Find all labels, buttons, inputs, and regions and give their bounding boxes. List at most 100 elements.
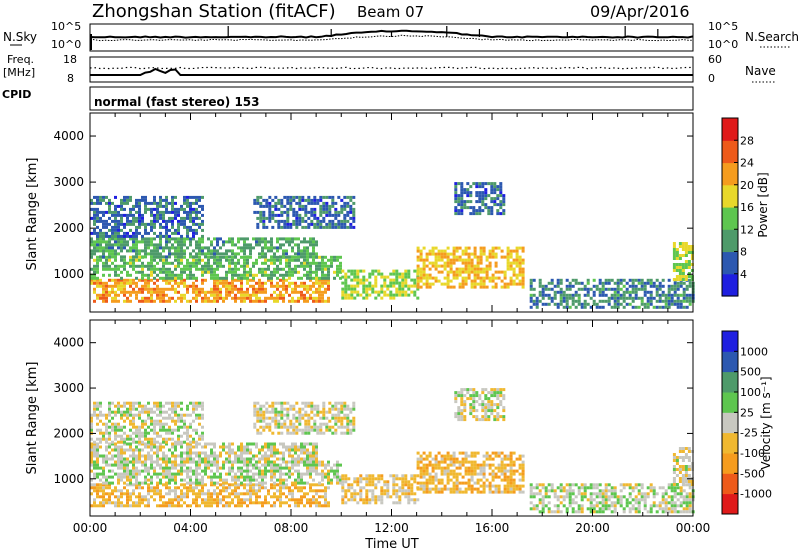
heatmap-cell: [574, 299, 578, 303]
heatmap-cell: [286, 425, 290, 429]
heatmap-cell: [186, 495, 189, 499]
heatmap-cell: [144, 466, 147, 470]
heatmap-cell: [344, 284, 348, 288]
heatmap-cell: [168, 273, 171, 277]
heatmap-cell: [289, 419, 293, 423]
heatmap-cell: [303, 273, 306, 277]
heatmap-cell: [349, 225, 353, 229]
heatmap-cell: [141, 454, 144, 458]
heatmap-cell: [491, 255, 495, 259]
heatmap-cell: [219, 264, 222, 268]
heatmap-cell: [162, 457, 165, 461]
heatmap-cell: [219, 252, 222, 256]
heatmap-cell: [628, 290, 632, 294]
heatmap-cell: [213, 299, 216, 303]
heatmap-cell: [90, 448, 93, 452]
heatmap-cell: [446, 487, 450, 491]
heatmap-cell: [649, 296, 653, 300]
heatmap-cell: [102, 267, 105, 271]
heatmap-cell: [315, 287, 318, 291]
heatmap-cell: [108, 419, 111, 423]
heatmap-cell: [484, 206, 488, 210]
heatmap-cell: [309, 243, 312, 247]
heatmap-cell: [276, 296, 279, 300]
heatmap-cell: [553, 284, 557, 288]
heatmap-cell: [303, 445, 306, 449]
heatmap-cell: [105, 264, 108, 268]
heatmap-cell: [99, 504, 102, 508]
heatmap-cell: [309, 276, 312, 280]
heatmap-cell: [285, 466, 288, 470]
heatmap-cell: [333, 258, 336, 262]
heatmap-cell: [231, 273, 234, 277]
heatmap-cell: [213, 454, 216, 458]
heatmap-cell: [183, 440, 186, 444]
heatmap-cell: [297, 258, 300, 262]
heatmap-cell: [478, 206, 482, 210]
heatmap-cell: [443, 487, 447, 491]
heatmap-cell: [580, 287, 584, 291]
heatmap-cell: [515, 255, 519, 259]
heatmap-cell: [280, 401, 284, 405]
heatmap-cell: [339, 478, 342, 482]
heatmap-cell: [304, 422, 308, 426]
heatmap-cell: [493, 185, 497, 189]
heatmap-cell: [327, 504, 330, 508]
heatmap-cell: [105, 234, 108, 238]
heatmap-cell: [189, 489, 192, 493]
heatmap-cell: [337, 401, 341, 405]
heatmap-cell: [282, 486, 285, 490]
heatmap-cell: [204, 460, 207, 464]
heatmap-cell: [288, 454, 291, 458]
heatmap-cell: [195, 201, 198, 205]
heatmap-cell: [171, 475, 174, 479]
heatmap-cell: [661, 284, 665, 288]
heatmap-cell: [240, 276, 243, 280]
heatmap-cell: [331, 404, 335, 408]
heatmap-cell: [356, 269, 360, 273]
heatmap-cell: [341, 296, 345, 300]
heatmap-cell: [189, 451, 192, 455]
heatmap-cell: [300, 284, 303, 288]
heatmap-cell: [192, 469, 195, 473]
heatmap-cell: [165, 475, 168, 479]
heatmap-cell: [198, 255, 201, 259]
heatmap-cell: [162, 445, 165, 449]
heatmap-cell: [192, 287, 195, 291]
heatmap-cell: [213, 270, 216, 274]
heatmap-cell: [307, 201, 311, 205]
heatmap-cell: [93, 407, 96, 411]
heatmap-cell: [189, 228, 192, 232]
heatmap-cell: [303, 472, 306, 476]
heatmap-cell: [303, 486, 306, 490]
heatmap-cell: [446, 276, 450, 280]
heatmap-cell: [201, 501, 204, 505]
heatmap-cell: [425, 276, 429, 280]
heatmap-cell: [619, 281, 623, 285]
heatmap-cell: [258, 240, 261, 244]
heatmap-cell: [502, 194, 506, 198]
heatmap-cell: [102, 483, 105, 487]
heatmap-cell: [556, 284, 560, 288]
heatmap-cell: [470, 282, 474, 286]
heatmap-cell: [150, 267, 153, 271]
heatmap-cell: [568, 296, 572, 300]
heatmap-cell: [380, 284, 384, 288]
heatmap-cell: [479, 279, 483, 283]
heatmap-cell: [443, 466, 447, 470]
heatmap-cell: [225, 495, 228, 499]
heatmap-cell: [446, 478, 450, 482]
heatmap-cell: [407, 480, 411, 484]
heatmap-cell: [622, 296, 626, 300]
heatmap-cell: [574, 278, 578, 282]
heatmap-cell: [259, 201, 263, 205]
heatmap-cell: [303, 246, 306, 250]
heatmap-cell: [297, 270, 300, 274]
heatmap-cell: [553, 296, 557, 300]
heatmap-cell: [685, 299, 689, 303]
heatmap-cell: [144, 228, 147, 232]
heatmap-cell: [138, 495, 141, 499]
heatmap-cell: [201, 213, 204, 217]
heatmap-cell: [153, 404, 156, 408]
heatmap-cell: [259, 425, 263, 429]
